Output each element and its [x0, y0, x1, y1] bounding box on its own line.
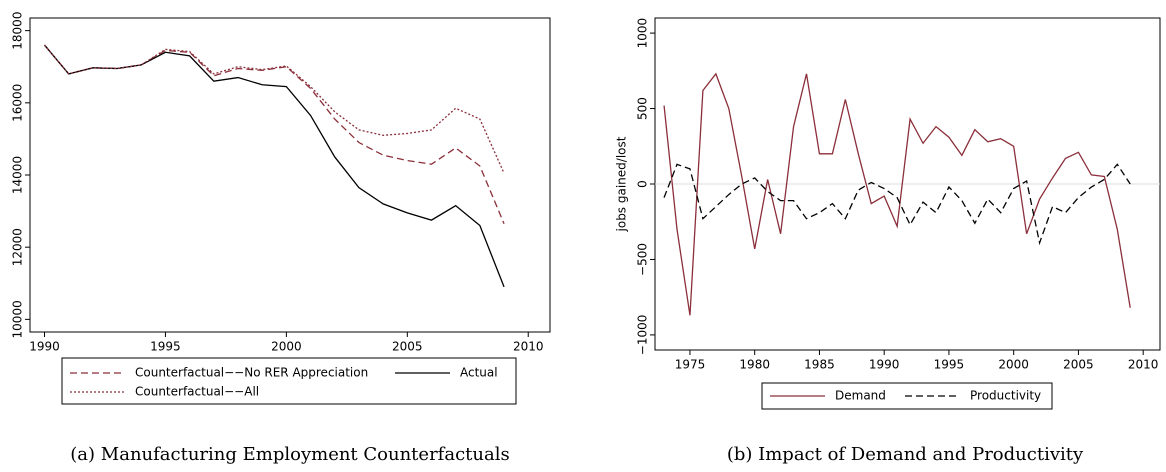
x-tick-label: 2010 — [513, 340, 544, 354]
y-tick-label: −500 — [636, 243, 650, 276]
x-tick-label: 1985 — [804, 358, 835, 372]
series-line — [663, 163, 1131, 246]
x-tick-label: 1980 — [739, 358, 770, 372]
x-tick-label: 1990 — [869, 358, 900, 372]
caption: (a) Manufacturing Employment Counterfact… — [70, 444, 509, 465]
y-tick-label: 14000 — [11, 156, 25, 194]
caption: (b) Impact of Demand and Productivity — [727, 444, 1084, 465]
x-tick-label: 2010 — [1128, 358, 1159, 372]
y-tick-label: 10000 — [11, 300, 25, 338]
y-tick-label: 1000 — [636, 18, 650, 49]
x-tick-label: 1975 — [675, 358, 706, 372]
y-tick-label: 18000 — [11, 12, 25, 50]
legend-box — [61, 357, 517, 405]
y-tick-label: 0 — [636, 180, 650, 188]
x-tick-label: 1995 — [934, 358, 965, 372]
x-tick-label: 2005 — [392, 340, 423, 354]
y-tick-label: 16000 — [11, 84, 25, 122]
series-line — [44, 44, 505, 174]
plot-area — [29, 17, 551, 333]
series-line — [663, 72, 1131, 316]
y-tick-label: −1000 — [636, 315, 650, 356]
x-tick-label: 2005 — [1063, 358, 1094, 372]
legend-label: Productivity — [970, 389, 1041, 403]
series-line — [44, 44, 505, 288]
legend-label: Demand — [835, 389, 886, 403]
legend-label: Counterfactual−−No RER Appreciation — [135, 366, 368, 380]
x-tick-label: 2000 — [271, 340, 302, 354]
y-tick-label: 500 — [636, 97, 650, 120]
x-tick-label: 1995 — [150, 340, 181, 354]
x-tick-label: 2000 — [998, 358, 1029, 372]
x-tick-label: 1990 — [29, 340, 60, 354]
legend-label: Counterfactual−−All — [135, 385, 259, 399]
y-axis-label: jobs gained/lost — [615, 136, 629, 232]
y-tick-label: 12000 — [11, 228, 25, 266]
legend-label: Actual — [460, 366, 498, 380]
